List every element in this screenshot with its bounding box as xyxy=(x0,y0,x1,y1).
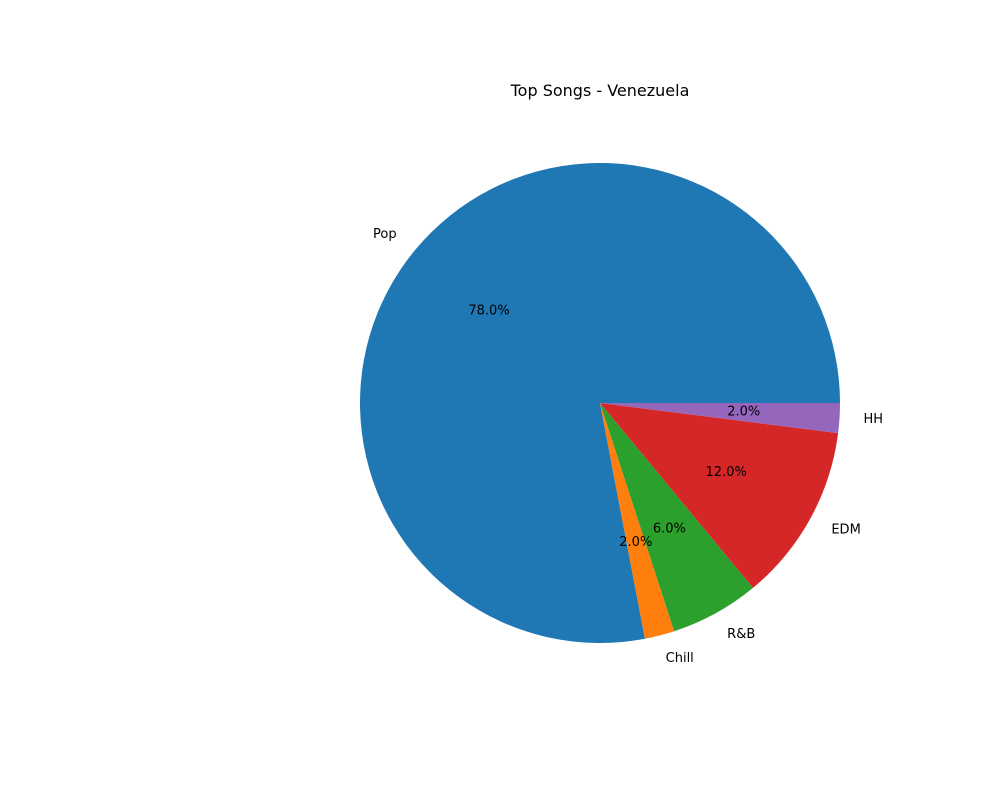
pie-slice-hh xyxy=(600,403,840,434)
pie-slice-pop xyxy=(360,163,840,644)
pct-label-chill: 2.0% xyxy=(619,535,652,550)
pie-labels: 78.0% Pop 2.0% Chill 6.0% R&B 12.0% EDM 2.0% HH xyxy=(373,227,883,666)
pct-label-hh: 2.0% xyxy=(727,405,760,420)
pie-slice-r-b xyxy=(600,403,753,632)
slice-label-pop: Pop xyxy=(373,227,397,242)
slice-label-chill: Chill xyxy=(666,651,694,666)
chart-title: Top Songs - Venezuela xyxy=(510,81,690,100)
slice-label-hh: HH xyxy=(863,412,883,427)
pie-slice-edm xyxy=(600,403,839,588)
slice-label-r-b: R&B xyxy=(727,627,755,642)
pct-label-pop: 78.0% xyxy=(468,304,509,319)
pct-label-r-b: 6.0% xyxy=(653,522,686,537)
pie-slices xyxy=(360,163,840,644)
slice-label-edm: EDM xyxy=(831,523,860,538)
pie-slice-chill xyxy=(600,403,675,639)
pct-label-edm: 12.0% xyxy=(706,465,747,480)
